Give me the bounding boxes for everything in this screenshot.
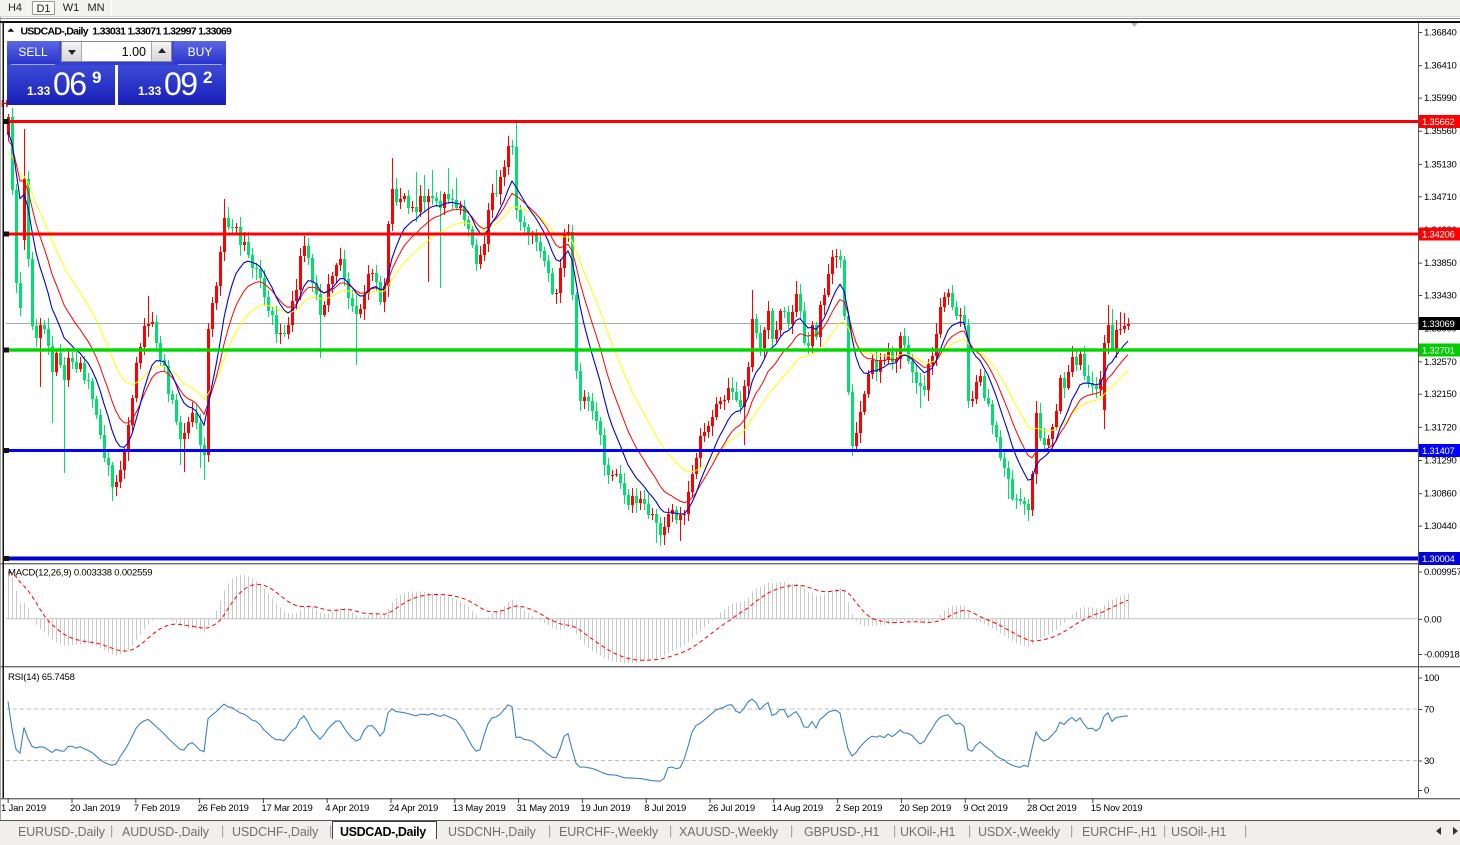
svg-text:1.31407: 1.31407: [1422, 446, 1455, 457]
svg-text:0.009957: 0.009957: [1424, 567, 1460, 578]
svg-text:100: 100: [1424, 673, 1439, 684]
svg-text:28 Oct 2019: 28 Oct 2019: [1027, 803, 1077, 814]
svg-text:1.32150: 1.32150: [1424, 389, 1457, 400]
svg-text:RSI(14) 65.7458: RSI(14) 65.7458: [8, 672, 75, 683]
svg-text:1.30440: 1.30440: [1424, 521, 1457, 532]
svg-text:30: 30: [1424, 756, 1434, 767]
svg-text:0.00: 0.00: [1424, 614, 1442, 625]
svg-text:1.32701: 1.32701: [1422, 346, 1455, 357]
svg-text:2 Sep 2019: 2 Sep 2019: [836, 803, 883, 814]
svg-text:14 Aug 2019: 14 Aug 2019: [772, 803, 823, 814]
svg-text:13 May 2019: 13 May 2019: [453, 803, 506, 814]
svg-text:19 Jun 2019: 19 Jun 2019: [580, 803, 630, 814]
svg-text:1.34710: 1.34710: [1424, 192, 1457, 203]
svg-text:1.33430: 1.33430: [1424, 291, 1457, 302]
svg-text:1.33069: 1.33069: [1422, 319, 1455, 330]
svg-text:1.30004: 1.30004: [1422, 554, 1455, 565]
svg-text:1.32570: 1.32570: [1424, 357, 1457, 368]
svg-text:26 Jul 2019: 26 Jul 2019: [708, 803, 755, 814]
svg-text:8 Jul 2019: 8 Jul 2019: [644, 803, 686, 814]
svg-text:1.34206: 1.34206: [1422, 230, 1455, 241]
svg-text:1.31290: 1.31290: [1424, 456, 1457, 467]
svg-text:31 May 2019: 31 May 2019: [517, 803, 570, 814]
svg-text:1.35560: 1.35560: [1424, 126, 1457, 137]
svg-text:24 Apr 2019: 24 Apr 2019: [389, 803, 438, 814]
svg-text:1.36410: 1.36410: [1424, 61, 1457, 72]
svg-text:26 Feb 2019: 26 Feb 2019: [198, 803, 249, 814]
svg-text:17 Mar 2019: 17 Mar 2019: [261, 803, 312, 814]
svg-text:15 Nov 2019: 15 Nov 2019: [1091, 803, 1143, 814]
svg-text:20 Sep 2019: 20 Sep 2019: [899, 803, 951, 814]
svg-text:-0.00918: -0.00918: [1424, 650, 1460, 661]
svg-text:20 Jan 2019: 20 Jan 2019: [70, 803, 120, 814]
svg-text:9 Oct 2019: 9 Oct 2019: [963, 803, 1007, 814]
svg-text:1.36840: 1.36840: [1424, 28, 1457, 39]
svg-text:0: 0: [1424, 786, 1429, 797]
svg-text:USDCAD-,Daily 1.33031 1.33071: USDCAD-,Daily 1.33031 1.33071 1.32997 1.…: [21, 26, 232, 38]
svg-text:1.33850: 1.33850: [1424, 258, 1457, 269]
svg-text:MACD(12,26,9) 0.003338 0.00255: MACD(12,26,9) 0.003338 0.002559: [8, 568, 152, 579]
svg-text:1.35662: 1.35662: [1422, 117, 1455, 128]
svg-text:H: H: [1, 99, 8, 110]
svg-text:1.35130: 1.35130: [1424, 159, 1457, 170]
svg-text:70: 70: [1424, 705, 1434, 716]
svg-text:1.35990: 1.35990: [1424, 93, 1457, 104]
svg-text:4 Apr 2019: 4 Apr 2019: [325, 803, 369, 814]
svg-text:1 Jan 2019: 1 Jan 2019: [1, 803, 46, 814]
svg-text:1.31720: 1.31720: [1424, 422, 1457, 433]
svg-text:7 Feb 2019: 7 Feb 2019: [134, 803, 180, 814]
svg-text:1.30860: 1.30860: [1424, 489, 1457, 500]
